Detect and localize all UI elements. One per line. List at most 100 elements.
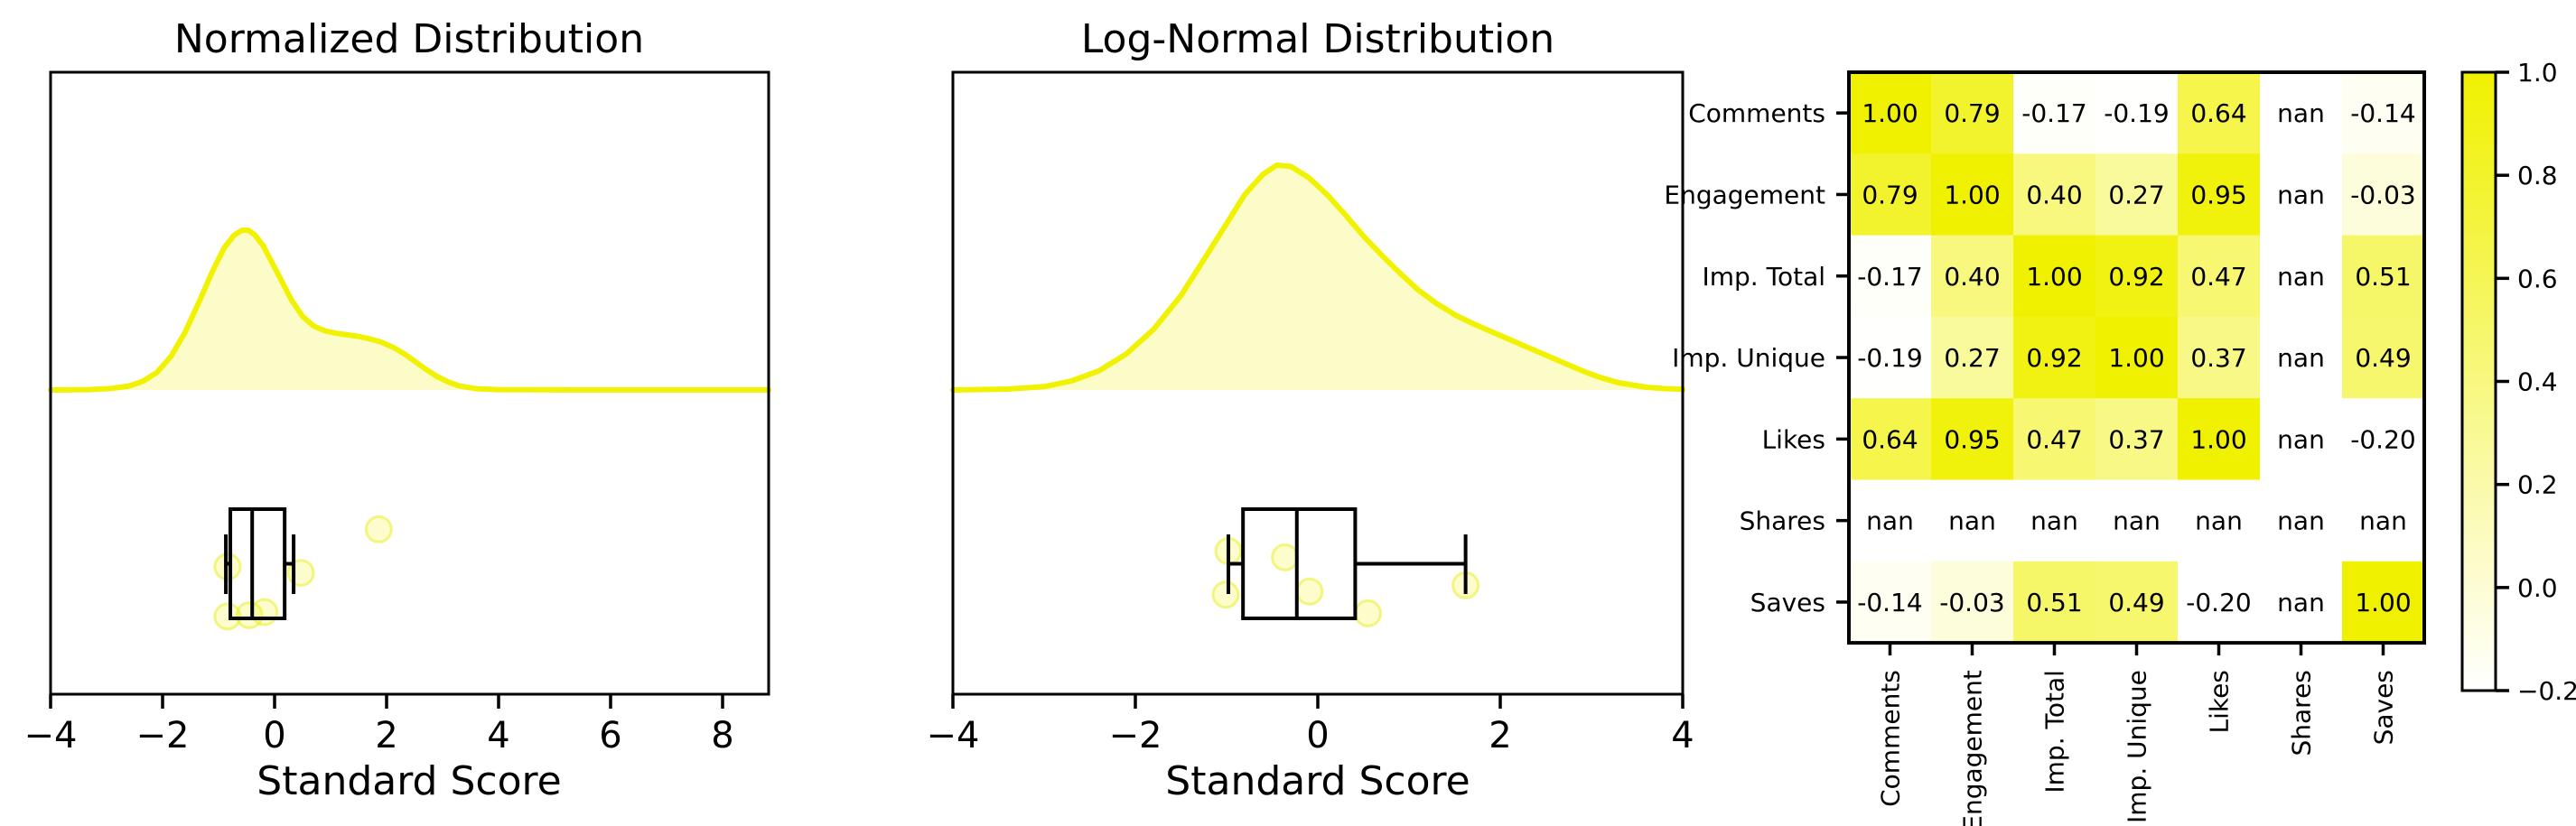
heatmap-cell-value: 0.27 — [1944, 343, 2000, 373]
heatmap-cell-value: 0.64 — [1862, 424, 1918, 454]
heatmap-cell — [2260, 153, 2343, 237]
heatmap-cell-value: -0.19 — [2104, 98, 2169, 128]
x-tick-label: 2 — [1489, 715, 1511, 756]
panel-lognormal-distribution: Log-Normal Distribution Standard Score −… — [927, 16, 1694, 804]
heatmap-cell — [2178, 153, 2261, 237]
heatmap-cell — [2260, 479, 2343, 562]
data-point — [1354, 599, 1382, 627]
heatmap-cell — [1849, 72, 1932, 154]
heatmap-cell-value: -0.14 — [2350, 98, 2415, 128]
heatmap-cell — [1849, 235, 1932, 318]
heatmap-cell-value: nan — [2359, 506, 2407, 536]
heatmap-cell-value: nan — [2277, 424, 2325, 454]
heatmap-cell-value: nan — [2113, 506, 2161, 536]
heatmap-cell — [2013, 72, 2096, 154]
x-tick-label: 4 — [1671, 715, 1694, 756]
heatmap-cell — [1931, 479, 2014, 562]
heatmap-cell — [2013, 235, 2096, 318]
row-label: Likes — [1762, 424, 1825, 454]
heatmap-cell-value: 0.37 — [2190, 343, 2246, 373]
heatmap-cell-value: 1.00 — [1944, 180, 2000, 209]
axes-spines — [49, 70, 770, 696]
heatmap-cell — [1849, 398, 1932, 480]
heatmap-cell — [2095, 479, 2179, 562]
heatmap-cell — [2095, 153, 2179, 237]
heatmap-cell — [1931, 316, 2014, 399]
x-tick-label: 0 — [1306, 715, 1329, 756]
heatmap-cell — [2178, 72, 2261, 154]
x-tick-label: 6 — [599, 715, 621, 756]
panel2-plot-area: −4 −2 0 2 4 — [927, 70, 1694, 756]
heatmap-cell-value: 0.51 — [2026, 588, 2082, 617]
heatmap-cell — [1849, 479, 1932, 562]
col-label: Shares — [2287, 670, 2317, 756]
heatmap-cell-value: 0.40 — [2026, 180, 2082, 209]
x-tick-label: −2 — [136, 715, 190, 756]
heatmap-cell-value: 0.49 — [2108, 588, 2164, 617]
heatmap-cell — [2260, 561, 2343, 644]
x-tick-label: 0 — [263, 715, 285, 756]
col-label: Likes — [2205, 670, 2235, 733]
heatmap-cell-value: 0.92 — [2026, 343, 2082, 373]
heatmap-cell-value: nan — [2277, 588, 2325, 617]
heatmap-cell-value: nan — [2277, 98, 2325, 128]
heatmap-cell — [2178, 479, 2261, 562]
kde-curve — [48, 227, 771, 393]
col-label: Imp. Unique — [2123, 670, 2152, 823]
data-point — [364, 515, 393, 543]
col-label: Imp. Total — [2040, 670, 2070, 794]
kde-fill — [51, 230, 769, 390]
data-point — [213, 602, 242, 631]
heatmap-cell — [2013, 479, 2096, 562]
heatmap-cell — [1931, 235, 2014, 318]
heatmap-cell-value: -0.20 — [2186, 588, 2251, 617]
col-label: Engagement — [1958, 670, 1988, 826]
heatmap-cell-value: 0.64 — [2190, 98, 2246, 128]
heatmap-cell-value: nan — [1866, 506, 1914, 536]
heatmap-cell-value: nan — [2195, 506, 2243, 536]
heatmap-cell — [2342, 479, 2425, 562]
x-tick-label: −2 — [1109, 715, 1162, 756]
heatmap-cell — [2013, 316, 2096, 399]
heatmap-cell-value: nan — [2277, 506, 2325, 536]
heatmap-cell — [2095, 235, 2179, 318]
row-label: Engagement — [1664, 180, 1825, 209]
x-tick-label: 8 — [711, 715, 733, 756]
kde-curve — [950, 162, 1685, 393]
heatmap-cell — [2178, 561, 2261, 644]
heatmap-cell-value: 1.00 — [1862, 98, 1918, 128]
heatmap-cell-value: nan — [2277, 343, 2325, 373]
col-label: Comments — [1876, 670, 1906, 807]
heatmap-cell — [2260, 72, 2343, 154]
heatmap-cell-value: nan — [2030, 506, 2078, 536]
colorbar-tick-label: 0.2 — [2517, 470, 2558, 500]
heatmap-cell-value: 0.92 — [2108, 262, 2164, 292]
heatmap-cell — [2013, 561, 2096, 644]
heatmap-cell-value: 0.79 — [1944, 98, 2000, 128]
heatmap-cell-value: -0.03 — [2350, 180, 2415, 209]
heatmap-cell — [2095, 72, 2179, 154]
heatmap-cell — [2013, 398, 2096, 480]
col-label: Saves — [2369, 670, 2399, 745]
heatmap-cell — [2260, 398, 2343, 480]
colorbar-tick-label: −0.2 — [2517, 676, 2576, 706]
panel-normalized-distribution: Normalized Distribution Standard Score −… — [24, 16, 771, 804]
heatmap-cell-value: 0.79 — [1862, 180, 1918, 209]
heatmap-cell — [2178, 235, 2261, 318]
heatmap-cell-value: 0.47 — [2026, 424, 2082, 454]
heatmap-cell-value: -0.17 — [1857, 262, 1922, 292]
panel1-title: Normalized Distribution — [174, 16, 644, 62]
heatmap-cell-value: nan — [1948, 506, 1996, 536]
heatmap-cell — [1849, 153, 1932, 237]
heatmap-cell-value: 1.00 — [2026, 262, 2082, 292]
heatmap-cell — [1849, 316, 1932, 399]
heatmap-cell — [2260, 316, 2343, 399]
heatmap-cell — [2342, 72, 2425, 154]
heatmap-cell — [1931, 72, 2014, 154]
heatmap-cell-value: nan — [2277, 262, 2325, 292]
panel2-xlabel: Standard Score — [1165, 758, 1470, 804]
heatmap-cell-value: 0.49 — [2355, 343, 2411, 373]
heatmap-cell — [1849, 561, 1932, 644]
heatmap-cell — [2095, 316, 2179, 399]
